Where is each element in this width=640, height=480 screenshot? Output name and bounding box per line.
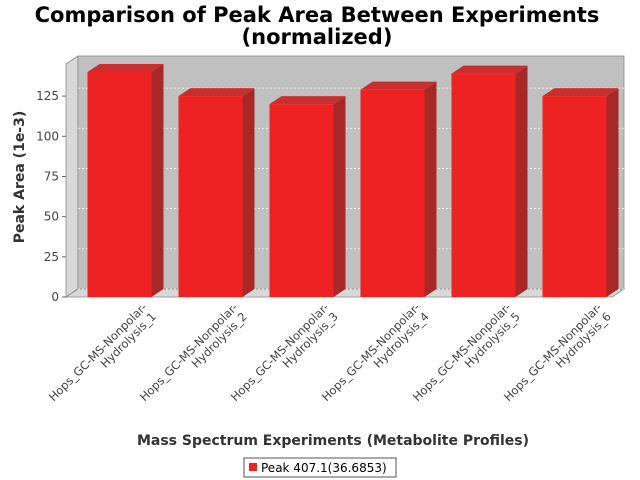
bar-top xyxy=(360,81,437,90)
bar-top xyxy=(269,96,346,105)
bar xyxy=(542,88,619,297)
bar xyxy=(360,81,437,297)
plot-area xyxy=(64,55,626,298)
bar-side xyxy=(606,88,619,297)
bar-front xyxy=(178,96,243,297)
y-axis-title: Peak Area (1e-3) xyxy=(12,111,28,244)
bar-side xyxy=(242,88,255,297)
y-tick-label: 100 xyxy=(36,129,59,143)
bar xyxy=(451,65,528,297)
bar-top xyxy=(542,88,619,97)
bar-side xyxy=(424,81,437,297)
bar xyxy=(269,96,346,298)
y-tick-label: 75 xyxy=(44,169,59,183)
bar-front xyxy=(542,96,607,297)
y-axis-ticks: 0 25 50 75 100 125 xyxy=(36,87,624,304)
bar-front xyxy=(451,73,516,297)
y-tick-label: 0 xyxy=(51,290,59,304)
bar xyxy=(87,64,164,297)
bar-side xyxy=(333,96,346,298)
y-tick-label: 125 xyxy=(36,89,59,103)
bar-side xyxy=(515,65,528,297)
bar-top xyxy=(451,65,528,74)
x-axis-category-labels: Hops_GC-MS-Nonpolar-Hydrolysis_1Hops_GC-… xyxy=(46,300,614,404)
bar-front xyxy=(360,89,425,297)
y-tick-label: 25 xyxy=(44,250,59,264)
legend-label: Peak 407.1(36.6853) xyxy=(261,461,387,475)
chart-title-line-1: Comparison of Peak Area Between Experime… xyxy=(35,3,600,27)
legend-swatch xyxy=(249,463,257,471)
bar-top xyxy=(178,88,255,97)
plot-side-wall xyxy=(65,55,79,298)
bar-front xyxy=(269,104,334,298)
plot-background xyxy=(77,55,625,290)
bar-top xyxy=(87,64,164,72)
bar xyxy=(178,88,255,297)
y-tick-label: 50 xyxy=(44,210,59,224)
x-axis-title: Mass Spectrum Experiments (Metabolite Pr… xyxy=(137,433,529,449)
chart-title-line-2: (normalized) xyxy=(242,25,393,49)
bar-front xyxy=(87,72,152,297)
bars xyxy=(87,64,619,298)
legend-box xyxy=(243,457,397,478)
legend: Peak 407.1(36.6853) xyxy=(243,457,397,478)
bar-side xyxy=(151,64,164,297)
